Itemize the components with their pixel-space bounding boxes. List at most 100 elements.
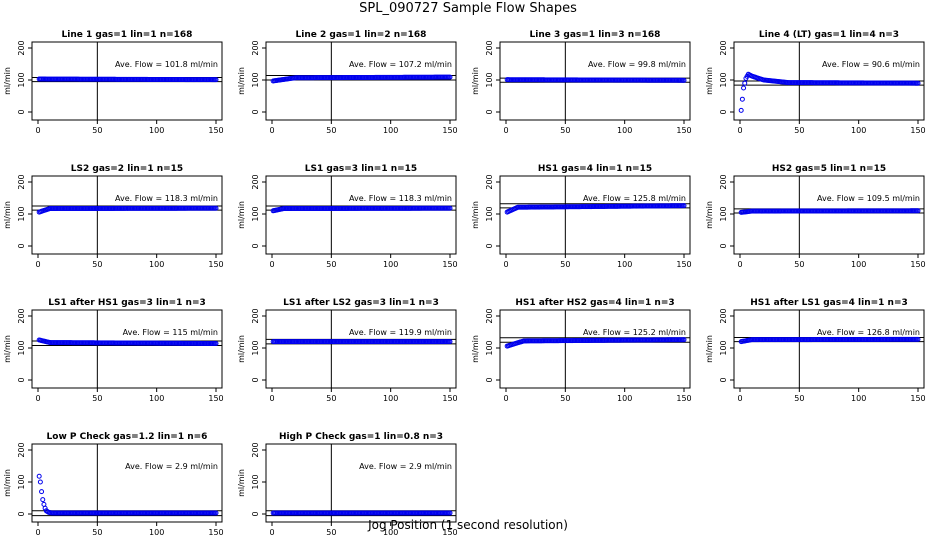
plot-frame bbox=[31, 41, 223, 121]
panel-title: LS1 after HS1 gas=3 lin=1 n=3 bbox=[48, 298, 206, 308]
chart-panel: HS1 after LS1 gas=4 lin=1 n=3 ml/min 0 100 2… bbox=[705, 298, 926, 403]
panel-title: HS1 after LS1 gas=4 lin=1 n=3 bbox=[750, 298, 908, 308]
y-tick-label: 0 bbox=[719, 377, 728, 382]
data-point bbox=[741, 85, 747, 91]
data-point bbox=[915, 336, 921, 342]
y-tick-label: 100 bbox=[719, 72, 728, 87]
plot-frame bbox=[265, 175, 457, 255]
y-axis-label: ml/min bbox=[471, 335, 480, 363]
avg-flow-annotation: Ave. Flow = 115 ml/min bbox=[123, 328, 218, 337]
x-tick-label: 100 bbox=[383, 126, 398, 135]
y-tick-label: 100 bbox=[251, 206, 260, 221]
y-tick-label: 100 bbox=[719, 206, 728, 221]
y-tick-label: 100 bbox=[485, 72, 494, 87]
plot-frame bbox=[499, 309, 691, 389]
y-tick-label: 200 bbox=[251, 174, 260, 189]
data-point bbox=[738, 107, 744, 113]
plot-frame bbox=[31, 443, 223, 523]
y-axis-label: ml/min bbox=[237, 201, 246, 229]
x-tick-label: 50 bbox=[92, 126, 102, 135]
y-axis-label: ml/min bbox=[471, 201, 480, 229]
panel-title: LS1 after LS2 gas=3 lin=1 n=3 bbox=[283, 298, 439, 308]
x-tick-label: 50 bbox=[560, 126, 570, 135]
avg-flow-annotation: Ave. Flow = 107.2 ml/min bbox=[349, 60, 452, 69]
panel-title: LS1 gas=3 lin=1 n=15 bbox=[305, 164, 417, 174]
chart-panel: LS1 gas=3 lin=1 n=15 ml/min 0 100 200 0 50 100 1… bbox=[237, 164, 458, 269]
data-point bbox=[681, 77, 687, 83]
y-tick-label: 100 bbox=[251, 340, 260, 355]
data-point bbox=[742, 80, 748, 86]
plot-frame bbox=[265, 309, 457, 389]
chart-panel: Line 1 gas=1 lin=1 n=168 ml/min 0 100 200 0 50… bbox=[3, 30, 224, 135]
y-tick-label: 200 bbox=[251, 40, 260, 55]
x-tick-label: 150 bbox=[910, 260, 925, 269]
x-tick-label: 0 bbox=[269, 528, 274, 537]
y-tick-label: 200 bbox=[17, 174, 26, 189]
y-tick-label: 0 bbox=[719, 109, 728, 114]
chart-panel: LS1 after LS2 gas=3 lin=1 n=3 ml/min 0 100 2… bbox=[237, 298, 458, 403]
x-tick-label: 50 bbox=[794, 126, 804, 135]
data-point bbox=[213, 510, 219, 516]
x-tick-label: 0 bbox=[269, 126, 274, 135]
y-tick-label: 0 bbox=[251, 109, 260, 114]
x-tick-label: 100 bbox=[851, 394, 866, 403]
x-tick-label: 150 bbox=[442, 394, 457, 403]
y-axis-label: ml/min bbox=[3, 201, 12, 229]
plot-frame bbox=[265, 41, 457, 121]
x-tick-label: 100 bbox=[383, 528, 398, 537]
y-tick-label: 100 bbox=[251, 474, 260, 489]
chart-panel: HS1 after HS2 gas=4 lin=1 n=3 ml/min 0 100 2… bbox=[471, 298, 692, 403]
chart-panel: High P Check gas=1 lin=0.8 n=3 ml/min 0 100… bbox=[237, 432, 458, 537]
avg-flow-annotation: Ave. Flow = 126.8 ml/min bbox=[817, 328, 920, 337]
x-tick-label: 50 bbox=[794, 260, 804, 269]
plot-frame bbox=[31, 175, 223, 255]
x-tick-label: 50 bbox=[92, 394, 102, 403]
y-tick-label: 0 bbox=[17, 377, 26, 382]
data-point bbox=[447, 205, 453, 211]
y-tick-label: 100 bbox=[17, 474, 26, 489]
x-tick-label: 0 bbox=[503, 394, 508, 403]
panel-title: High P Check gas=1 lin=0.8 n=3 bbox=[279, 432, 443, 442]
x-tick-label: 150 bbox=[208, 126, 223, 135]
y-tick-label: 200 bbox=[251, 308, 260, 323]
y-tick-label: 100 bbox=[17, 340, 26, 355]
avg-flow-annotation: Ave. Flow = 90.6 ml/min bbox=[822, 60, 920, 69]
chart-panel: LS2 gas=2 lin=1 n=15 ml/min 0 100 200 0 50 100 1… bbox=[3, 164, 224, 269]
x-tick-label: 100 bbox=[617, 394, 632, 403]
y-tick-label: 0 bbox=[485, 377, 494, 382]
x-tick-label: 50 bbox=[326, 394, 336, 403]
panel-title: Line 2 gas=1 lin=2 n=168 bbox=[296, 30, 427, 40]
plot-frame bbox=[265, 443, 457, 523]
chart-panel: LS1 after HS1 gas=3 lin=1 n=3 ml/min 0 100 2… bbox=[3, 298, 224, 403]
y-tick-label: 100 bbox=[17, 72, 26, 87]
plot-frame bbox=[31, 309, 223, 389]
x-tick-label: 150 bbox=[442, 260, 457, 269]
data-point bbox=[39, 489, 45, 495]
x-tick-label: 0 bbox=[737, 394, 742, 403]
y-axis-label: ml/min bbox=[237, 335, 246, 363]
x-tick-label: 150 bbox=[676, 394, 691, 403]
y-tick-label: 100 bbox=[485, 340, 494, 355]
data-point bbox=[213, 205, 219, 211]
y-tick-label: 0 bbox=[251, 511, 260, 516]
plot-frame bbox=[733, 309, 925, 389]
data-point bbox=[681, 337, 687, 343]
data-point bbox=[42, 505, 48, 511]
chart-panel: HS2 gas=5 lin=1 n=15 ml/min 0 100 200 0 50 100 1… bbox=[705, 164, 926, 269]
x-tick-label: 0 bbox=[737, 126, 742, 135]
x-tick-label: 100 bbox=[851, 126, 866, 135]
x-tick-label: 50 bbox=[92, 528, 102, 537]
data-point bbox=[213, 77, 219, 83]
x-tick-label: 0 bbox=[737, 260, 742, 269]
x-tick-label: 100 bbox=[383, 260, 398, 269]
x-tick-label: 0 bbox=[35, 126, 40, 135]
x-tick-label: 100 bbox=[149, 126, 164, 135]
y-tick-label: 200 bbox=[719, 308, 728, 323]
x-tick-label: 100 bbox=[617, 260, 632, 269]
x-tick-label: 100 bbox=[617, 126, 632, 135]
avg-flow-annotation: Ave. Flow = 109.5 ml/min bbox=[817, 194, 920, 203]
avg-flow-annotation: Ave. Flow = 119.9 ml/min bbox=[349, 328, 452, 337]
x-tick-label: 0 bbox=[269, 394, 274, 403]
panel-title: HS1 after HS2 gas=4 lin=1 n=3 bbox=[515, 298, 674, 308]
x-axis-title: Jog Position (1 second resolution) bbox=[368, 518, 568, 532]
